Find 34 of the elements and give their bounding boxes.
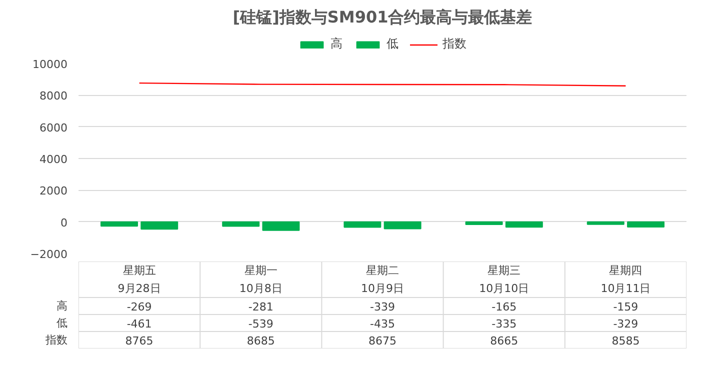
data-label: 8685 xyxy=(246,334,275,348)
text: 高 xyxy=(56,300,68,312)
data-label: -329 xyxy=(613,318,638,330)
data-label: 8675 xyxy=(368,334,397,348)
data-label: -461 xyxy=(126,318,152,330)
data-label: 8765 xyxy=(125,334,154,348)
data-label: -435 xyxy=(370,318,395,330)
text: 指数 xyxy=(46,334,68,346)
y-tick-label: 10000 xyxy=(32,58,68,71)
data-label: 8665 xyxy=(490,334,518,348)
y-tick-label: 6000 xyxy=(40,121,68,134)
y-tick-label: −2000 xyxy=(30,248,68,261)
y-tick-label: 4000 xyxy=(40,153,68,166)
y-tick-label: 0 xyxy=(60,216,68,230)
chart-title: [硅锰]指数与SM901合约最高与最低基差 xyxy=(232,8,532,26)
x-tick-label: 星期三 10月10日 xyxy=(479,264,530,295)
text: 低 xyxy=(56,316,68,330)
legend-label: 高 xyxy=(330,36,344,52)
data-label: 8585 xyxy=(612,334,640,348)
data-label: -165 xyxy=(492,300,517,314)
y-tick-label: 2000 xyxy=(40,184,68,198)
legend-label: 低 xyxy=(386,36,400,52)
data-label: -339 xyxy=(370,300,395,314)
x-tick-label: 星期二 10月9日 xyxy=(361,264,404,295)
x-tick-label: 星期四 10月11日 xyxy=(600,264,651,295)
data-label: -281 xyxy=(248,300,274,314)
data-label: -269 xyxy=(126,300,152,314)
data-label: -159 xyxy=(613,300,638,314)
y-tick-label: 8000 xyxy=(40,90,68,103)
data-label: -335 xyxy=(492,318,517,330)
x-tick-label: 星期一 10月8日 xyxy=(239,264,282,295)
data-label: -539 xyxy=(248,318,274,330)
legend-label: 指数 xyxy=(442,36,466,52)
x-tick-label: 星期五 9月28日 xyxy=(118,264,161,295)
